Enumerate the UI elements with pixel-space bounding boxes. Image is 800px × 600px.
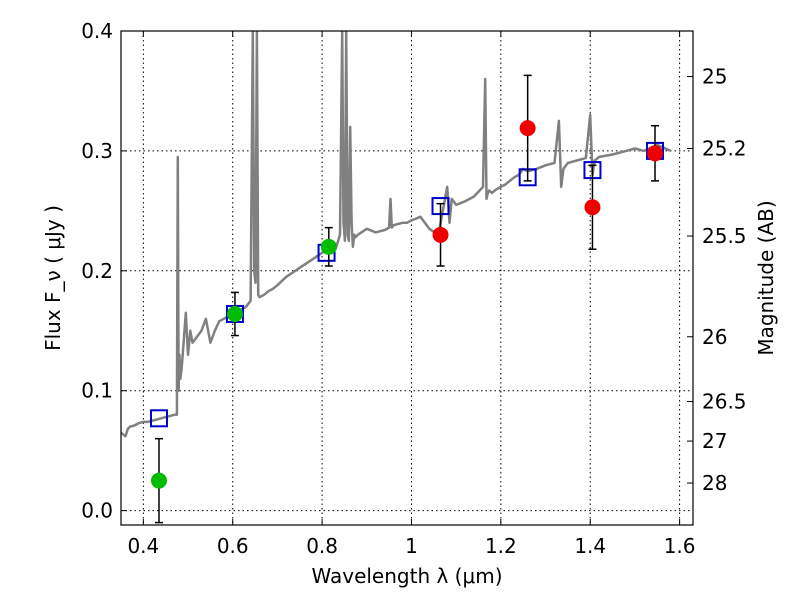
x-tick-label: 1.4: [574, 534, 606, 558]
right-axis-label: Magnitude (AB): [754, 200, 778, 355]
right-tick-label: 28: [702, 471, 727, 495]
observed-data-point: [432, 226, 449, 243]
y-tick-label: 0.0: [81, 499, 113, 523]
y-tick-label: 0.1: [81, 379, 113, 403]
marks-layer: [149, 74, 665, 524]
x-axis-label: Wavelength λ (μm): [311, 564, 502, 588]
observed-data-point: [150, 472, 167, 489]
x-tick-label: 0.6: [217, 534, 249, 558]
y-tick-label: 0.3: [81, 139, 113, 163]
x-tick-label: 1.2: [485, 534, 517, 558]
right-tick-label: 26: [702, 325, 727, 349]
grid: [121, 30, 693, 525]
y-tick-label: 0.2: [81, 259, 113, 283]
right-tick-label: 25.5: [702, 224, 747, 248]
right-tick-label: 25.2: [702, 137, 747, 161]
right-tick-label: 27: [702, 429, 727, 453]
x-tick-label: 1: [405, 534, 418, 558]
observed-data-point: [519, 120, 536, 137]
x-tick-label: 1.6: [664, 534, 696, 558]
observed-data-point: [647, 145, 664, 162]
right-tick-label: 26.5: [702, 390, 747, 414]
plot-frame: [120, 30, 694, 526]
observed-data-point: [320, 238, 337, 255]
spectrum-line: [121, 31, 672, 438]
y-tick-label: 0.4: [81, 19, 113, 43]
model-photometry-point: [149, 409, 168, 428]
ticks: 0.4 0.6 0.8 1 1.2 1.4 1.6 0.0 0.1 0.2 0.3 0.4 25 25.2…: [81, 19, 746, 558]
right-tick-label: 25: [702, 65, 727, 89]
spectrum-layer: [121, 31, 672, 438]
x-tick-label: 0.8: [306, 534, 338, 558]
observed-data-point: [584, 199, 601, 216]
observed-data-point: [226, 305, 243, 322]
y-axis-label: Flux F_ν ( μJy ): [41, 205, 65, 351]
x-tick-label: 0.4: [127, 534, 159, 558]
